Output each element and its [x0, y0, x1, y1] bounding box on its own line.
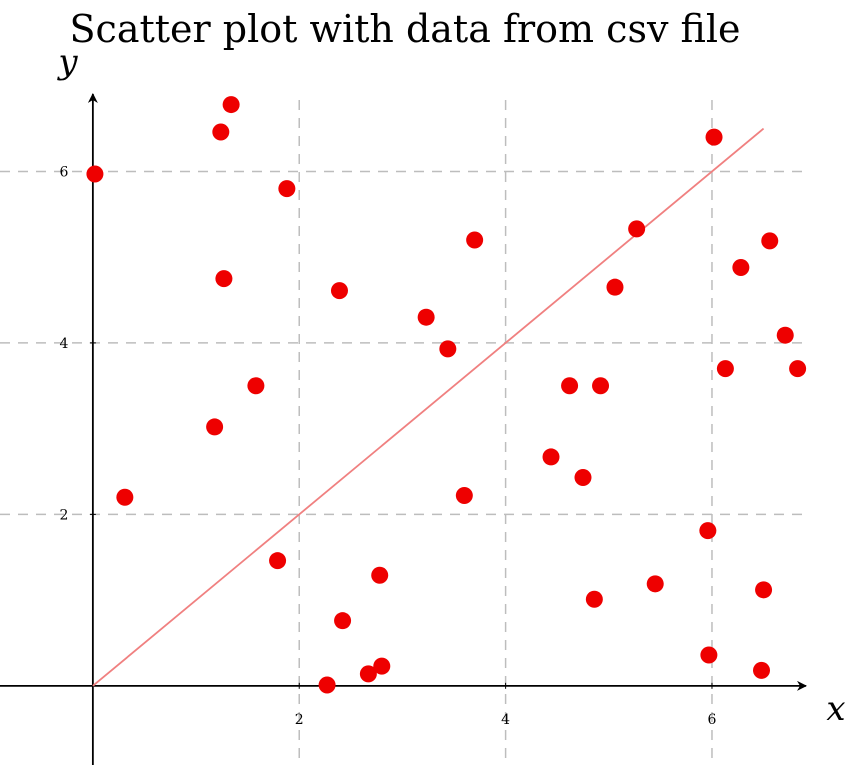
data-point	[206, 418, 224, 436]
data-point	[359, 665, 377, 683]
data-point	[455, 487, 473, 505]
trend-line-layer	[92, 127, 765, 687]
data-point	[776, 326, 794, 344]
y-axis-label: y	[56, 42, 78, 82]
x-tick-label: 2	[295, 712, 304, 728]
axis-labels: y x	[56, 42, 845, 729]
data-point	[334, 612, 352, 630]
x-axis-label: x	[826, 689, 845, 729]
data-point	[318, 676, 336, 694]
grid	[0, 100, 810, 765]
y-tick-label: 6	[60, 164, 69, 180]
data-point	[417, 308, 435, 326]
data-point	[222, 96, 240, 114]
data-point	[574, 469, 592, 487]
data-point	[705, 128, 723, 146]
data-point	[278, 180, 296, 198]
data-point	[86, 165, 104, 183]
axes: 2 4 6 2 4 6	[0, 93, 807, 765]
data-point	[116, 488, 134, 506]
data-point	[215, 270, 233, 288]
data-point	[789, 360, 807, 378]
data-point	[585, 590, 603, 608]
data-point	[732, 258, 750, 276]
data-point	[606, 278, 624, 296]
data-point	[373, 657, 391, 675]
data-point	[716, 360, 734, 378]
data-point	[330, 282, 348, 300]
trend-line	[92, 127, 765, 687]
data-point	[439, 340, 457, 358]
data-point	[592, 377, 610, 395]
data-point	[371, 566, 389, 584]
data-point	[247, 377, 265, 395]
data-point	[628, 220, 646, 238]
data-point	[542, 448, 560, 466]
x-tick-label: 6	[708, 712, 717, 728]
y-tick-label: 2	[60, 507, 69, 523]
x-tick-label: 4	[501, 712, 510, 728]
data-point	[212, 123, 230, 141]
data-point	[699, 522, 717, 540]
data-point	[646, 575, 664, 593]
data-point	[466, 231, 484, 249]
data-point	[561, 377, 579, 395]
data-point	[755, 581, 773, 599]
data-point	[753, 661, 771, 679]
data-points	[86, 96, 807, 694]
data-point	[700, 646, 718, 664]
data-point	[269, 552, 287, 570]
chart-title: Scatter plot with data from csv file	[70, 7, 741, 51]
y-tick-label: 4	[60, 336, 69, 352]
data-point	[761, 232, 779, 250]
